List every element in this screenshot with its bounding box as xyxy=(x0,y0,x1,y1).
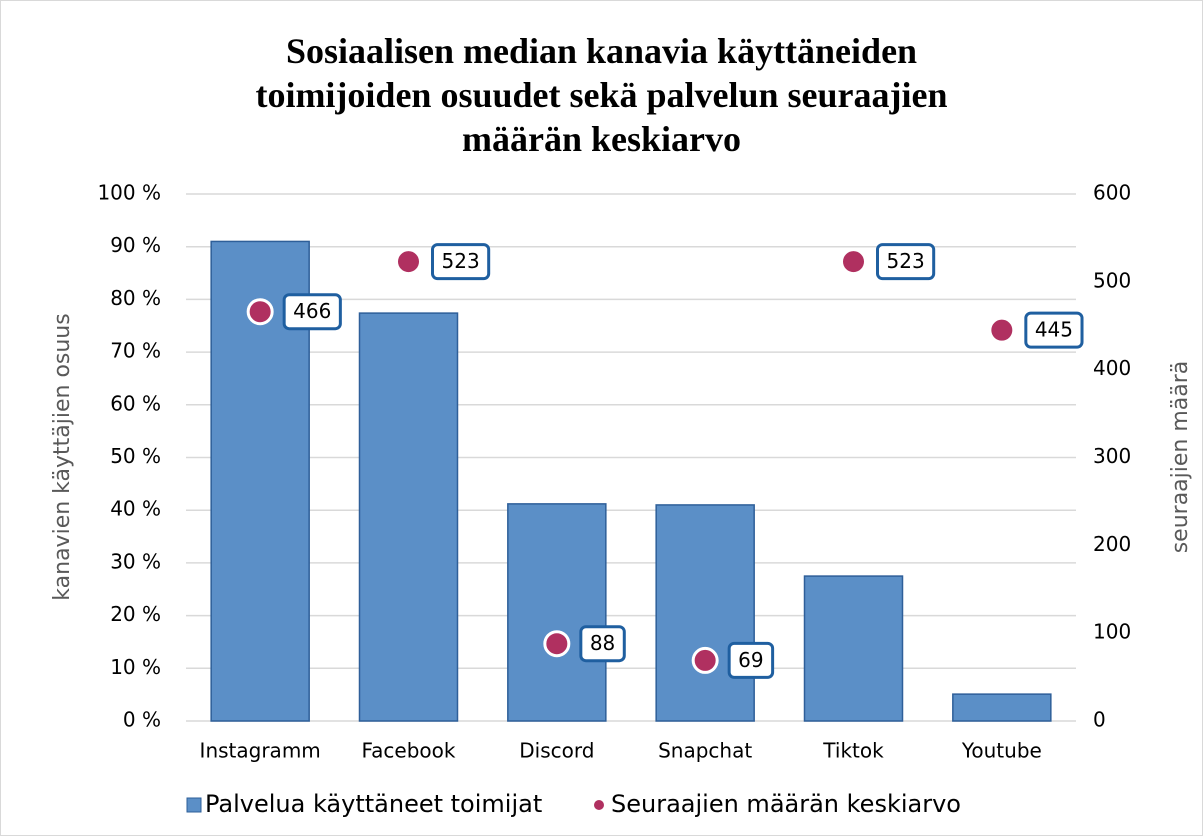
y2-tick-label: 300 xyxy=(1093,444,1131,468)
y2-tick-label: 0 xyxy=(1093,708,1106,732)
y2-tick-label: 100 xyxy=(1093,620,1131,644)
x-tick-label: Tiktok xyxy=(822,739,884,763)
y-axis-title: kanavien käyttäjien osuus xyxy=(50,313,75,600)
data-label: 445 xyxy=(1035,318,1073,342)
y2-tick-label: 400 xyxy=(1093,356,1131,380)
data-label: 523 xyxy=(442,249,480,273)
data-label-box xyxy=(282,293,342,331)
y2-axis-title: seuraajien määrä xyxy=(1168,361,1193,554)
x-tick-label: Instagramm xyxy=(200,739,321,763)
y-tick-label: 40 % xyxy=(110,497,161,521)
y-tick-label: 20 % xyxy=(110,602,161,626)
y-tick-label: 90 % xyxy=(110,233,161,257)
point xyxy=(543,630,571,658)
y-tick-label: 100 % xyxy=(97,181,161,205)
y-tick-label: 10 % xyxy=(110,655,161,679)
data-label: 523 xyxy=(887,249,925,273)
point xyxy=(988,316,1016,344)
y2-tick-label: 200 xyxy=(1093,532,1131,556)
legend-label: Palvelua käyttäneet toimijat xyxy=(205,790,542,818)
y-tick-label: 0 % xyxy=(123,708,161,732)
data-label: 466 xyxy=(293,299,331,323)
y-tick-label: 50 % xyxy=(110,444,161,468)
point xyxy=(691,646,719,674)
y2-tick-label: 500 xyxy=(1093,268,1131,292)
y-tick-label: 80 % xyxy=(110,286,161,310)
y2-tick-label: 600 xyxy=(1093,181,1131,205)
legend-swatch xyxy=(594,800,604,810)
bar xyxy=(507,503,607,722)
data-label-box xyxy=(579,625,626,663)
chart-title: Sosiaalisen median kanavia käyttäneiden … xyxy=(255,31,948,159)
data-label: 69 xyxy=(738,648,763,672)
point xyxy=(246,298,274,326)
x-tick-label: Discord xyxy=(519,739,594,763)
point xyxy=(840,248,867,276)
y-tick-label: 30 % xyxy=(110,549,161,573)
legend-swatch xyxy=(186,797,202,813)
bar xyxy=(358,312,459,722)
data-label-box xyxy=(431,243,491,281)
data-label-box xyxy=(876,243,936,281)
x-tick-label: Snapchat xyxy=(658,739,752,763)
legend-label: Seuraajien määrän keskiarvo xyxy=(611,790,961,818)
point xyxy=(395,248,422,276)
bar xyxy=(952,693,1052,722)
data-label: 88 xyxy=(590,631,615,655)
data-label-box xyxy=(727,641,775,679)
y-tick-label: 70 % xyxy=(110,339,161,363)
x-tick-label: Facebook xyxy=(362,739,456,763)
y-tick-label: 60 % xyxy=(110,391,161,415)
data-label-box xyxy=(1024,311,1084,349)
x-tick-label: Youtube xyxy=(961,739,1042,763)
bar xyxy=(655,504,755,722)
bar xyxy=(803,575,904,722)
